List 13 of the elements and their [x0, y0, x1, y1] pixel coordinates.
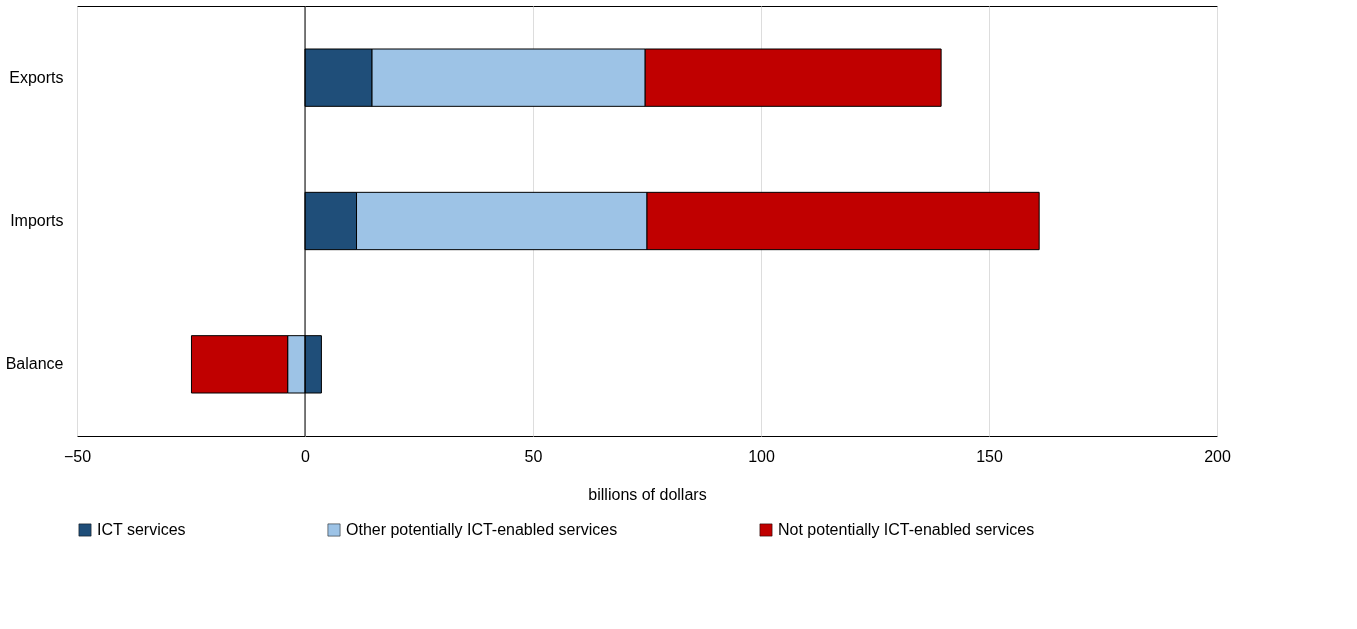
legend-label: Not potentially ICT-enabled services: [778, 521, 1035, 538]
x-tick-label: 100: [748, 447, 775, 465]
y-tick-label: Balance: [5, 355, 64, 373]
x-axis-title: billions of dollars: [588, 485, 707, 503]
x-tick-label: 200: [1204, 447, 1231, 465]
y-tick-label: Imports: [10, 212, 64, 229]
x-tick-label: 150: [976, 447, 1003, 465]
legend-label: Other potentially ICT-enabled services: [346, 521, 618, 538]
legend-label: ICT services: [97, 521, 186, 538]
y-tick-label: Exports: [9, 68, 64, 86]
x-tick-label: −50: [63, 447, 92, 465]
x-tick-label: 50: [524, 447, 543, 465]
x-tick-label: 0: [301, 447, 311, 465]
